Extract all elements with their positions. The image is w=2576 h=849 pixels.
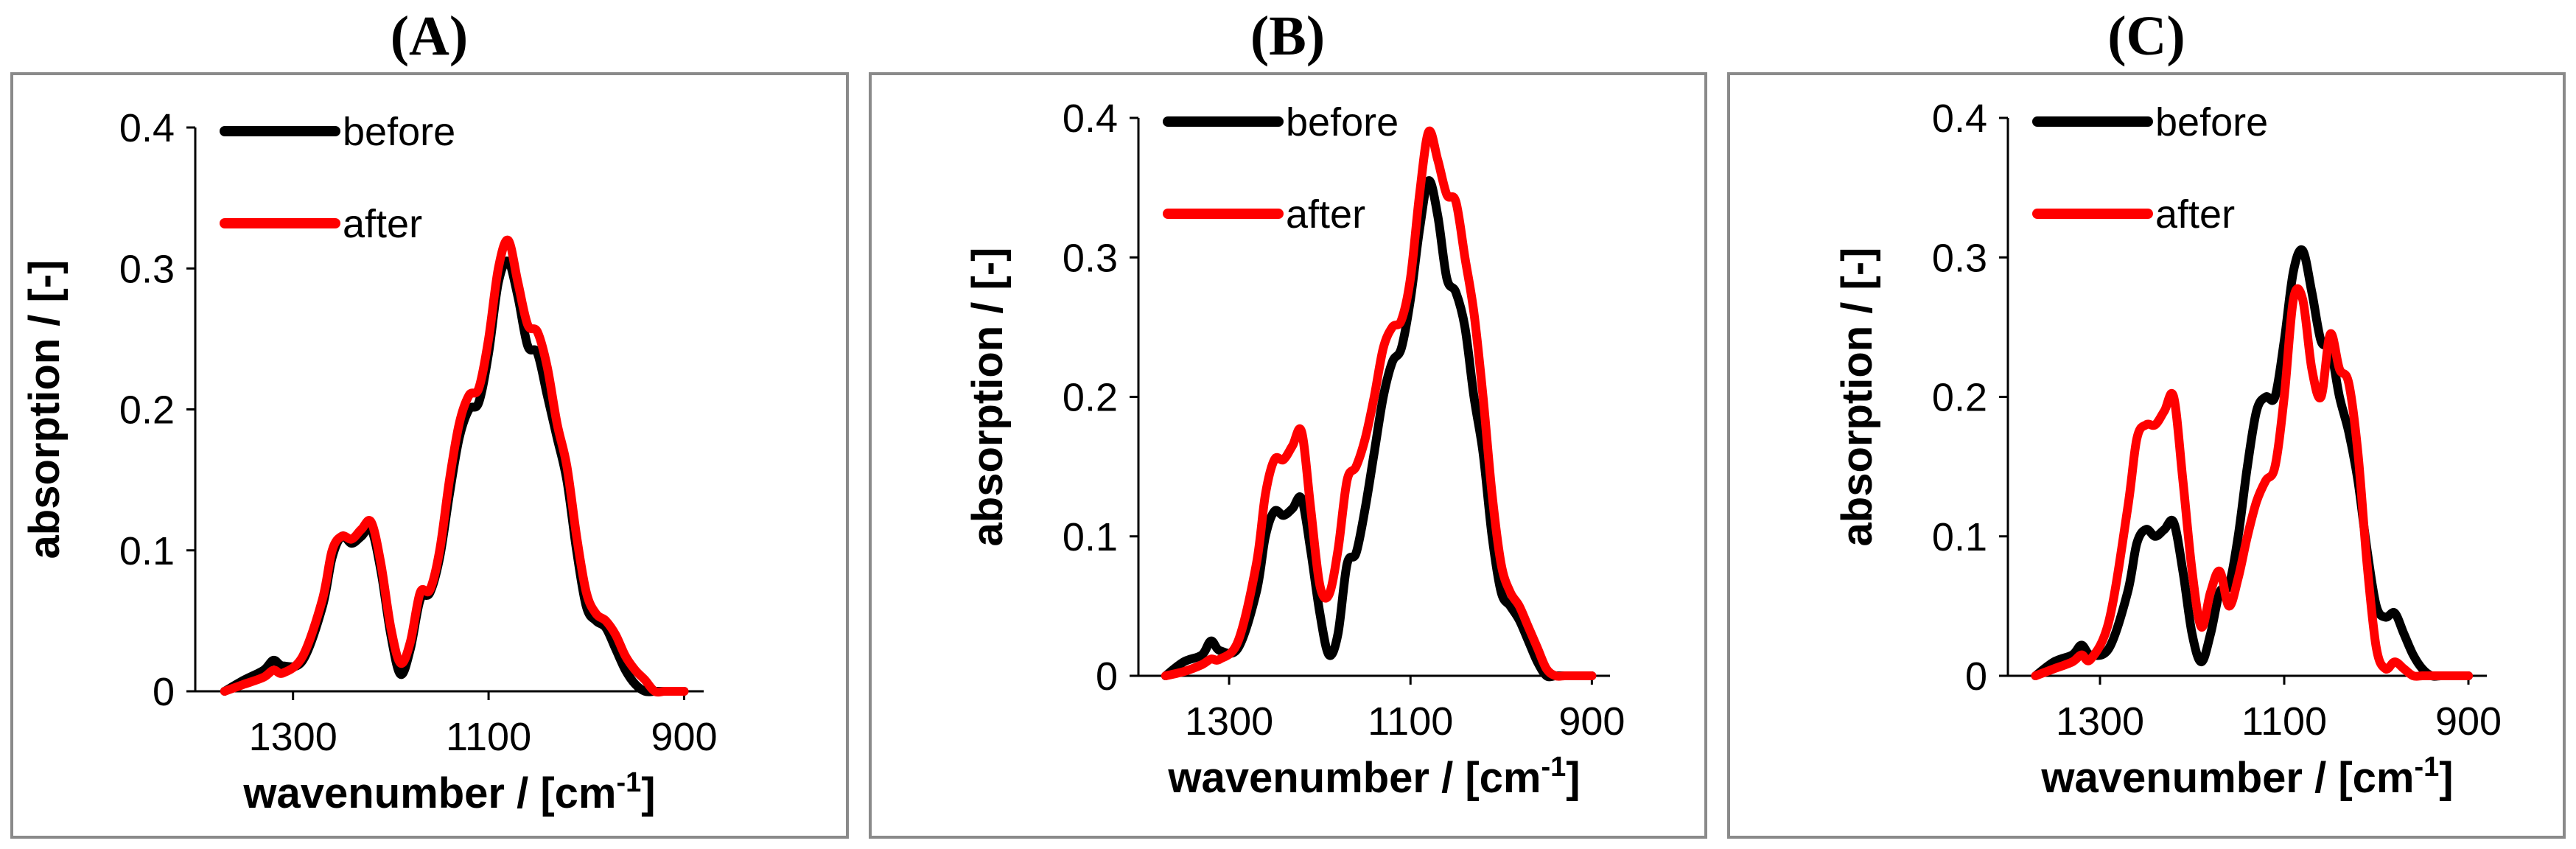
panel-title: (A)	[390, 5, 469, 67]
chart-frame	[10, 72, 849, 839]
x-axis-label-main: wavenumber / [cm	[242, 769, 616, 817]
series-line-before	[1161, 176, 1597, 682]
x-axis-label-superscript: -1	[2414, 752, 2439, 783]
x-tick-label: 1100	[446, 715, 531, 759]
x-tick-label: 1100	[2241, 699, 2327, 744]
series-line-after	[220, 235, 689, 697]
y-tick-label: 0.2	[119, 388, 175, 433]
y-tick-label: 0	[1965, 654, 1987, 699]
series-line-before	[2031, 245, 2473, 681]
x-tick-label: 1300	[2056, 699, 2144, 744]
x-tick-label: 900	[2435, 699, 2502, 744]
chart-svg: 0 0.1 0.2 0.3 0.4 1300 1100 900 wavenumber / [cm…	[21, 106, 718, 817]
series-line-after	[1161, 126, 1597, 681]
x-axis-label-end: ]	[641, 769, 655, 817]
y-tick-label: 0.3	[119, 247, 175, 291]
x-axis-label: wavenumber / [cm-1]	[2040, 752, 2453, 802]
legend-label-before: before	[2155, 100, 2268, 144]
y-axis-label: absorption / [-]	[964, 248, 1012, 547]
legend-label-before: before	[1286, 100, 1399, 144]
y-tick-label: 0.1	[1063, 515, 1118, 559]
y-tick-label: 0.4	[1932, 97, 1987, 141]
panel-title: (B)	[1250, 5, 1326, 67]
panel-title: (C)	[2107, 5, 2185, 67]
legend-label-after: after	[343, 202, 422, 246]
x-axis-label: wavenumber / [cm-1]	[242, 767, 655, 817]
x-axis-label-main: wavenumber / [cm	[2040, 754, 2414, 802]
legend-label-after: after	[1286, 192, 1365, 237]
x-axis-label-end: ]	[1566, 754, 1580, 802]
x-axis-label-main: wavenumber / [cm	[1167, 754, 1541, 802]
y-axis-label: absorption / [-]	[1833, 248, 1881, 547]
chart-panel-b: (B) 0 0.1 0.2 0.3 0.4 1300 1100 900 wavenumber /…	[858, 0, 1717, 849]
chart-panel-a: (A) 0 0.1 0.2 0.3 0.4 1300 1100 900 wavenumber /…	[0, 0, 858, 849]
y-axis-label: absorption / [-]	[21, 260, 69, 559]
y-tick-label: 0.4	[1063, 97, 1118, 141]
y-tick-label: 0.4	[119, 106, 175, 150]
y-tick-label: 0.2	[1063, 376, 1118, 420]
x-tick-label: 1300	[249, 715, 337, 759]
chart-frame	[1727, 72, 2566, 839]
chart-panel-c: (C) 0 0.1 0.2 0.3 0.4 1300 1100 900 wavenumber /…	[1717, 0, 2576, 849]
x-axis-label: wavenumber / [cm-1]	[1167, 752, 1580, 802]
x-tick-label: 1100	[1368, 699, 1453, 744]
x-tick-label: 1300	[1185, 699, 1273, 744]
x-axis-label-superscript: -1	[616, 767, 641, 798]
x-tick-label: 900	[1558, 699, 1625, 744]
x-axis-label-end: ]	[2439, 754, 2453, 802]
legend-label-before: before	[343, 110, 455, 154]
y-tick-label: 0.1	[1932, 515, 1987, 559]
chart-svg: 0 0.1 0.2 0.3 0.4 1300 1100 900 wavenumber / [cm…	[964, 97, 1625, 802]
x-axis-label-superscript: -1	[1541, 752, 1566, 783]
y-tick-label: 0.3	[1063, 236, 1118, 280]
y-tick-label: 0	[153, 670, 175, 714]
y-tick-label: 0.2	[1932, 376, 1987, 420]
y-tick-label: 0.1	[119, 529, 175, 573]
legend-label-after: after	[2155, 192, 2235, 237]
y-tick-label: 0	[1096, 654, 1118, 699]
series-line-after	[2031, 284, 2473, 681]
chart-svg: 0 0.1 0.2 0.3 0.4 1300 1100 900 wavenumber / [cm…	[1833, 97, 2502, 802]
y-tick-label: 0.3	[1932, 236, 1987, 280]
x-tick-label: 900	[651, 715, 717, 759]
